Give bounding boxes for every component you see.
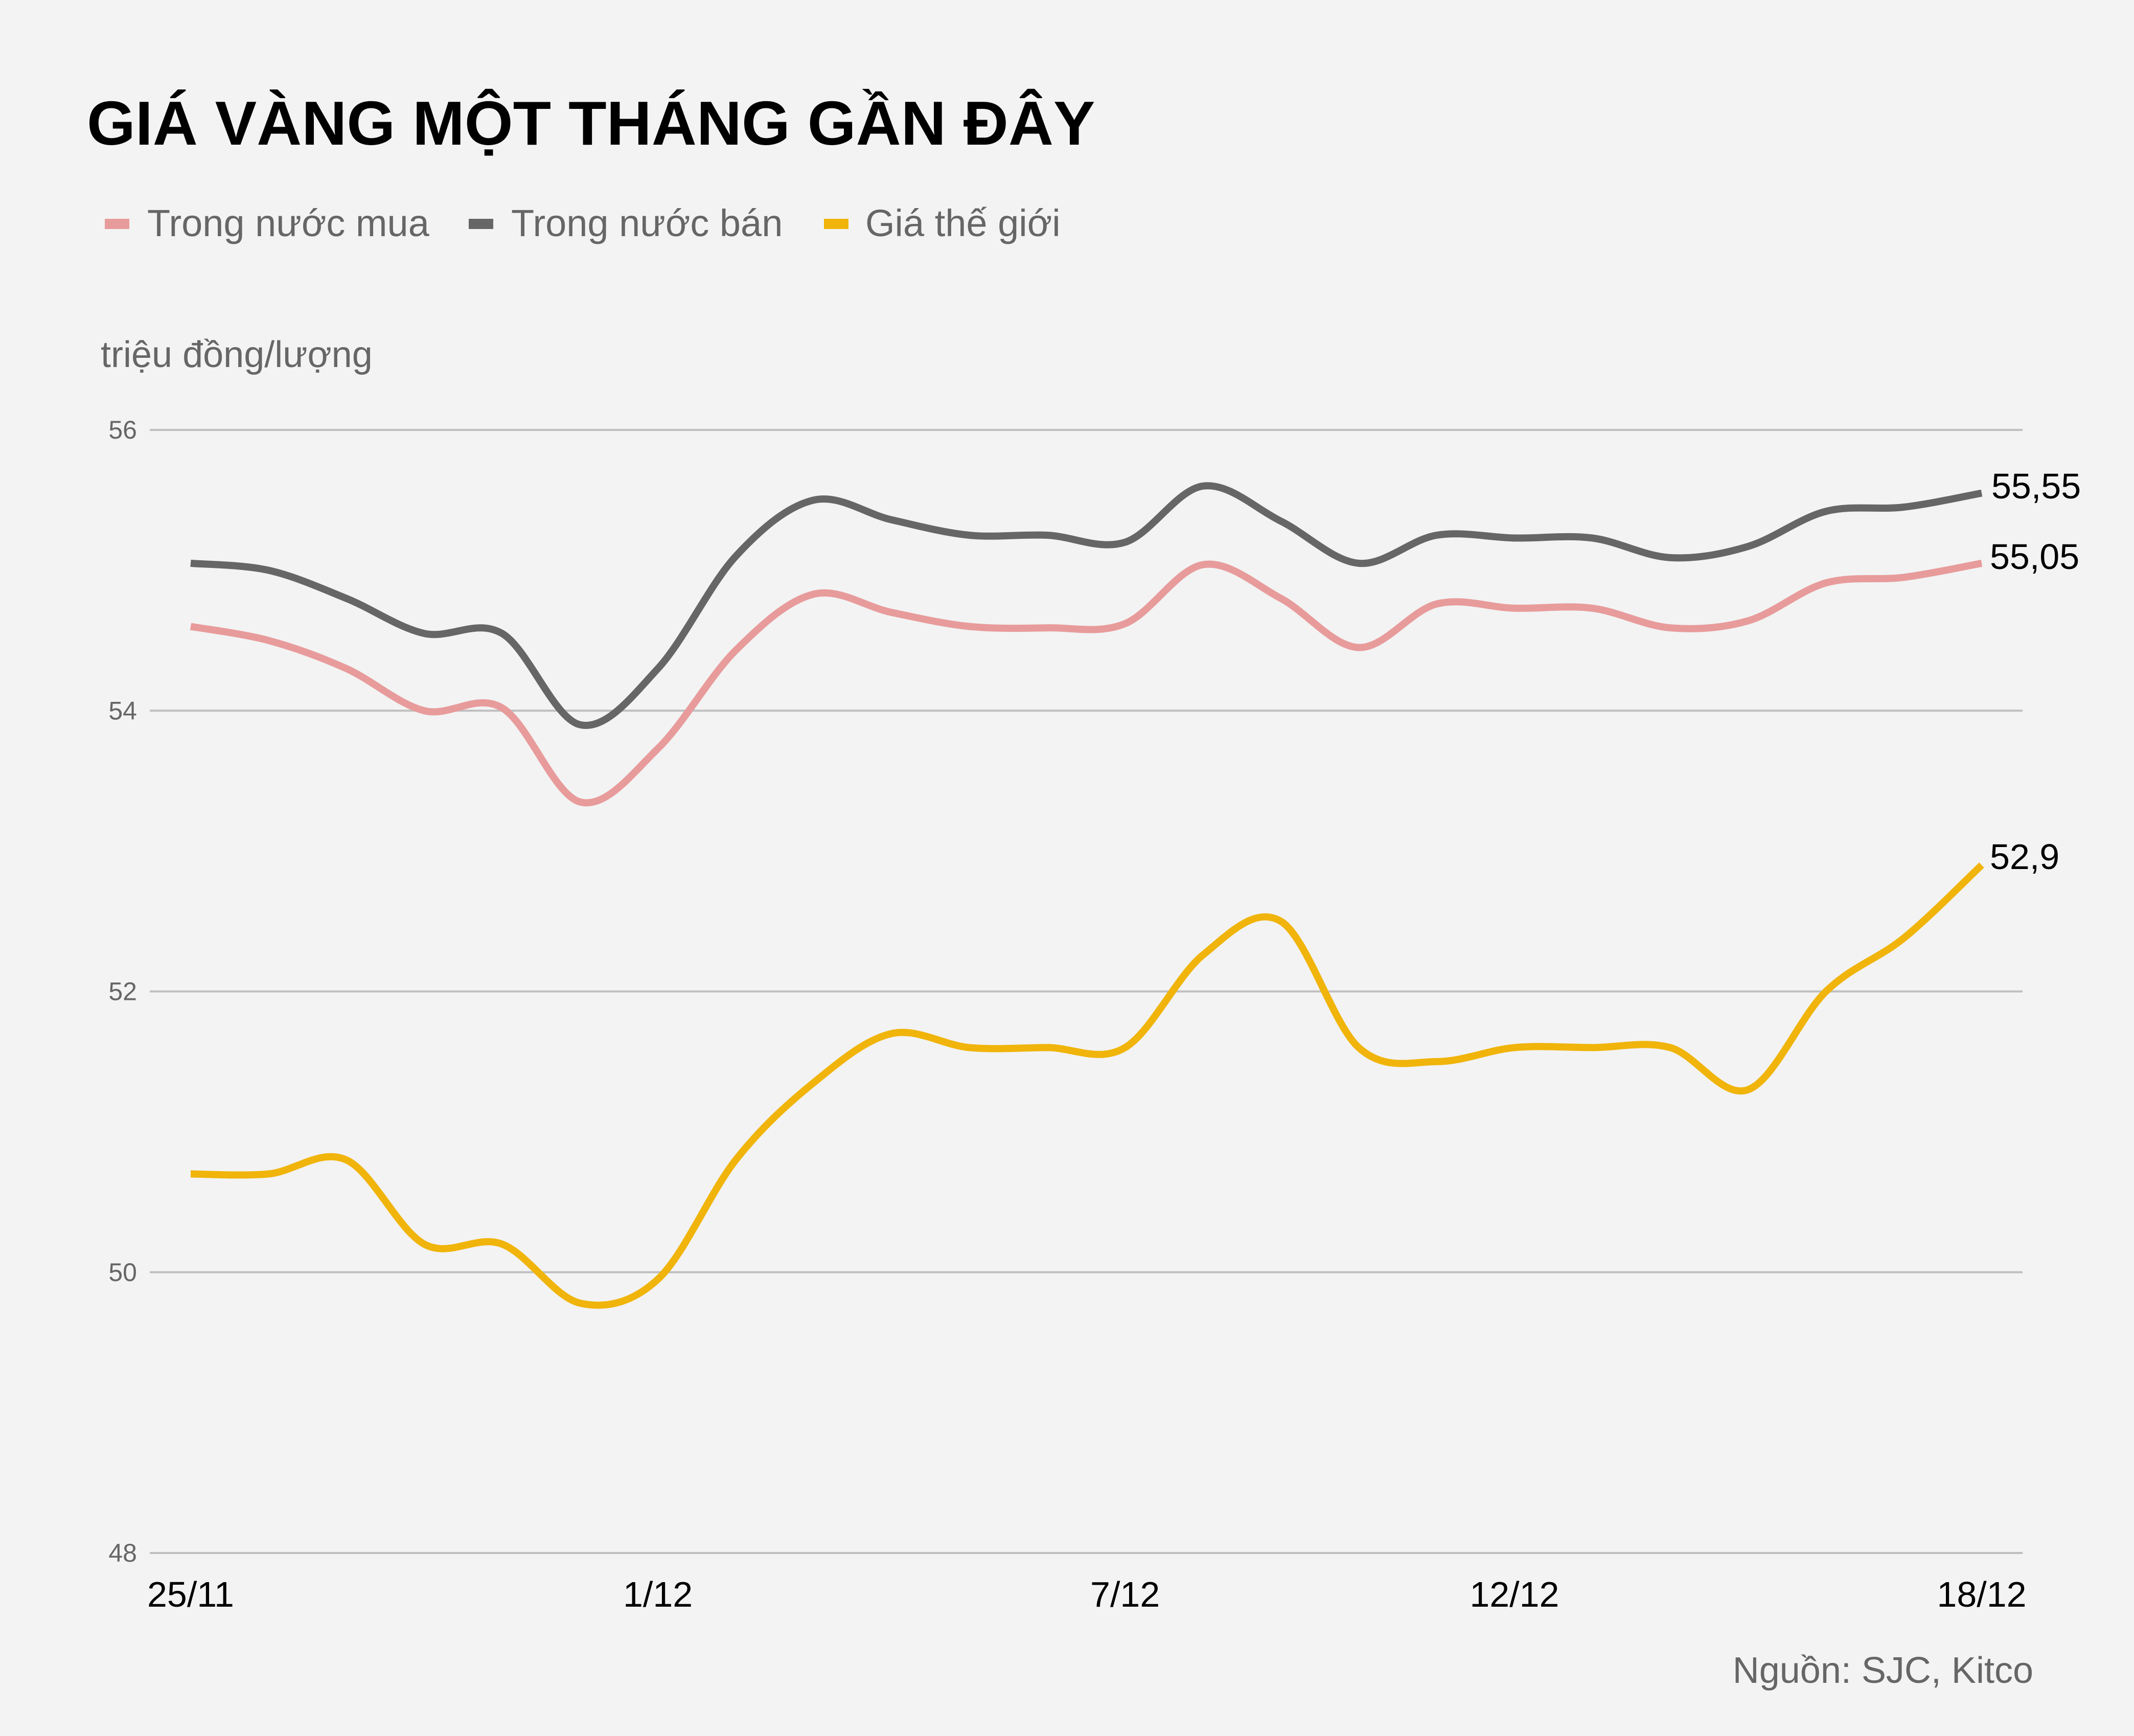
y-tick-label: 56 [108,416,137,444]
series-world [190,862,1984,1309]
legend-label-domestic-buy: Trong nước mua [147,202,430,244]
y-tick-label: 48 [108,1539,137,1567]
legend: Trong nước mua Trong nước bán Giá thế gi… [105,202,1061,244]
gridlines [150,429,2023,1554]
legend-swatch-domestic-sell [469,219,493,229]
y-tick-label: 54 [108,696,137,725]
legend-label-domestic-sell: Trong nước bán [511,202,783,244]
x-tick-label: 7/12 [1090,1574,1160,1614]
legend-item-domestic-sell[interactable]: Trong nước bán [469,202,783,244]
end-label-world: 52,9 [1990,837,2059,877]
series-domestic-sell [190,482,1983,729]
x-tick-label: 1/12 [623,1574,693,1614]
y-axis-unit-label: triệu đồng/lượng [101,334,373,375]
end-label-domestic-buy: 55,05 [1990,537,2079,577]
legend-swatch-domestic-buy [105,219,129,229]
x-axis-ticks: 25/11 1/12 7/12 12/12 18/12 [147,1574,2027,1614]
series-domestic-buy [190,560,1983,807]
legend-item-domestic-buy[interactable]: Trong nước mua [105,202,430,244]
series-lines [190,482,1984,1309]
y-axis-ticks: 56 54 52 50 48 [108,416,137,1567]
end-label-domestic-sell: 55,55 [1991,466,2081,506]
legend-label-world: Giá thế giới [865,202,1061,244]
legend-item-world[interactable]: Giá thế giới [824,202,1061,244]
y-tick-label: 52 [108,977,137,1006]
x-tick-label: 18/12 [1937,1574,2026,1614]
legend-swatch-world [824,219,848,229]
x-tick-label: 12/12 [1470,1574,1559,1614]
y-tick-label: 50 [108,1258,137,1287]
x-tick-label: 25/11 [147,1574,234,1614]
source-note: Nguồn: SJC, Kitco [1733,1650,2033,1691]
chart-title: GIÁ VÀNG MỘT THÁNG GẦN ĐÂY [87,88,1095,158]
